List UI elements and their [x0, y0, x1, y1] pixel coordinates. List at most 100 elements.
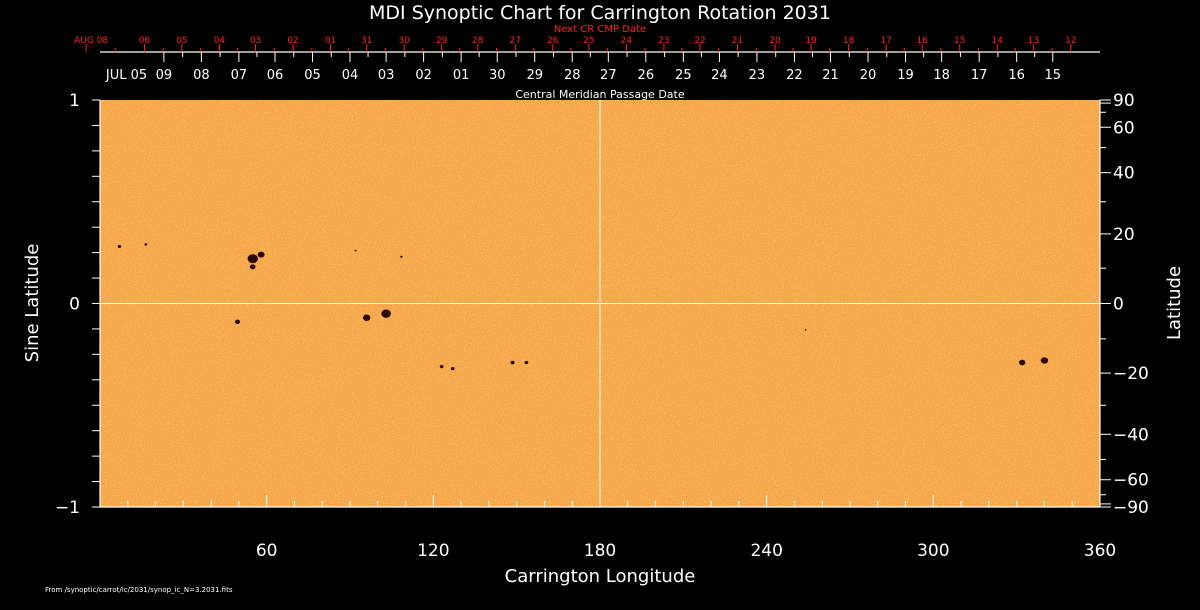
- x-tick-label: 60: [256, 541, 278, 561]
- sunspot: [400, 255, 403, 258]
- next-cr-date-label: 29: [436, 36, 448, 46]
- next-cr-date-label: 06: [139, 36, 151, 46]
- x-tick-label: 180: [584, 541, 616, 561]
- next-cr-date-label: 27: [510, 36, 521, 46]
- sunspot: [1019, 359, 1026, 366]
- cmp-date-label: 27: [600, 68, 617, 83]
- cmp-date-label: 05: [304, 68, 321, 83]
- sunspot: [249, 264, 256, 270]
- cmp-axis-label: Central Meridian Passage Date: [515, 88, 684, 101]
- next-cr-date-label: 18: [843, 36, 855, 46]
- next-cr-date-label: 24: [621, 36, 633, 46]
- cmp-date-label: 29: [526, 68, 543, 83]
- left-tick-label: −1: [55, 498, 80, 518]
- next-cr-date-label: 25: [583, 36, 594, 46]
- next-cr-date-label: 12: [1065, 36, 1076, 46]
- sunspot: [234, 319, 241, 325]
- next-cr-date-label: 01: [325, 36, 336, 46]
- sunspot: [439, 364, 444, 369]
- x-tick-label: 120: [417, 541, 449, 561]
- next-cr-date-label: 30: [398, 36, 410, 46]
- next-cr-date-label: 03: [250, 36, 261, 46]
- cmp-date-label: 01: [453, 68, 470, 83]
- left-tick-label: 1: [69, 91, 80, 111]
- cmp-date-label: 17: [971, 68, 988, 83]
- cmp-date-label: 23: [749, 68, 766, 83]
- next-cr-date-label: 02: [287, 36, 298, 46]
- cmp-date-label: 15: [1045, 68, 1062, 83]
- next-cr-date-label: 21: [732, 36, 743, 46]
- y-axis-label-right: Latitude: [1164, 266, 1185, 340]
- left-y-ticks: 1 0 −1: [55, 91, 100, 518]
- next-cr-date-label: 14: [991, 36, 1003, 46]
- cmp-date-label: 21: [822, 68, 839, 83]
- cmp-date-label: 22: [786, 68, 803, 83]
- right-tick-label: 90: [1113, 91, 1135, 111]
- right-y-ticks: 90 60 40 20 0 −20 −40 −60 −90: [1100, 91, 1149, 518]
- cmp-date-label: 04: [342, 68, 359, 83]
- right-tick-label: 0: [1113, 295, 1124, 315]
- chart-title: MDI Synoptic Chart for Carrington Rotati…: [369, 2, 831, 24]
- sunspot: [524, 360, 529, 365]
- cmp-date-label: 30: [489, 68, 506, 83]
- cmp-date-label: 20: [860, 68, 877, 83]
- x-tick-label: 300: [917, 541, 949, 561]
- next-cr-date-label: 13: [1028, 36, 1039, 46]
- next-cr-date-label: 28: [472, 36, 484, 46]
- sunspot: [117, 245, 122, 249]
- sunspot: [144, 243, 148, 246]
- x-tick-label: 240: [750, 541, 782, 561]
- right-tick-label: −60: [1113, 471, 1149, 491]
- next-cr-date-label: 26: [547, 36, 559, 46]
- cmp-date-label: 06: [267, 68, 284, 83]
- next-cr-date-label: 15: [954, 36, 965, 46]
- next-cr-date-label: 05: [176, 36, 187, 46]
- cmp-date-label: 16: [1008, 68, 1025, 83]
- next-cr-date-label: 16: [916, 36, 928, 46]
- cmp-date-label: 18: [933, 68, 950, 83]
- next-cr-date-label: 23: [658, 36, 669, 46]
- sunspots: [117, 243, 1049, 371]
- cmp-date-label: 09: [156, 68, 173, 83]
- y-axis-label-left: Sine Latitude: [22, 244, 43, 363]
- right-tick-label: −90: [1113, 498, 1149, 518]
- right-tick-label: 40: [1113, 164, 1135, 184]
- next-cr-date-label: 04: [214, 36, 226, 46]
- cmp-date-label: 07: [231, 68, 248, 83]
- sunspot: [381, 309, 391, 318]
- cmp-date-label: 26: [638, 68, 655, 83]
- next-cr-date-label: 31: [361, 36, 372, 46]
- next-cr-date-label: 22: [694, 36, 705, 46]
- cmp-date-label: 03: [378, 68, 395, 83]
- next-cr-date-label: AUG 08: [74, 36, 108, 46]
- cmp-date-label: 28: [564, 68, 581, 83]
- cmp-date-label: 25: [675, 68, 692, 83]
- cmp-date-label: 08: [193, 68, 210, 83]
- next-cr-date-label: 20: [769, 36, 781, 46]
- cmp-date-label: 24: [711, 68, 728, 83]
- sunspot: [450, 367, 455, 371]
- source-file-footer: From /synoptic/carrot/ic/2031/synop_ic_N…: [45, 586, 233, 594]
- next-cr-dates: AUG 08 06 05 04 03 02 01 31 30 29 28 27 26 25 24 23 22 21…: [74, 36, 1077, 52]
- cmp-dates: JUL 05 09 08 07 06 05 04 03 02 01 30 29 28 27 26 25 24 23…: [105, 52, 1061, 83]
- right-tick-label: −20: [1113, 364, 1149, 384]
- cmp-date-label: 19: [897, 68, 914, 83]
- x-axis-label: Carrington Longitude: [505, 566, 696, 587]
- right-tick-label: −40: [1113, 425, 1149, 445]
- cmp-date-label: JUL 05: [105, 68, 147, 83]
- right-tick-label: 60: [1113, 118, 1135, 138]
- left-tick-label: 0: [69, 295, 80, 315]
- next-cr-date-label: 17: [880, 36, 891, 46]
- next-cr-date-label: 19: [805, 36, 817, 46]
- sunspot: [804, 329, 807, 331]
- right-tick-label: 20: [1113, 225, 1135, 245]
- sunspot: [1040, 357, 1049, 364]
- sunspot: [362, 314, 371, 321]
- x-tick-label: 360: [1084, 541, 1116, 561]
- next-cr-label: Next CR CMP Date: [554, 24, 646, 35]
- x-axis-ticks: 60 120 180 240 300 360: [127, 495, 1116, 561]
- sunspot: [247, 254, 258, 264]
- sunspot: [354, 249, 357, 252]
- cmp-date-label: 02: [415, 68, 432, 83]
